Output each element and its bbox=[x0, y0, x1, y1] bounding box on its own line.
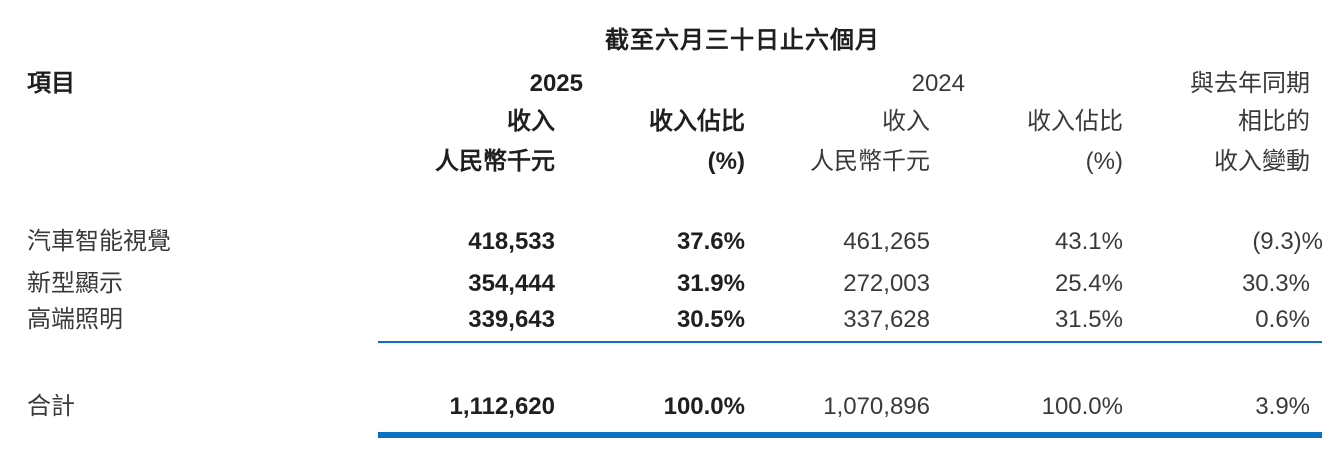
header-share-2025-line1: 收入佔比 bbox=[649, 108, 745, 135]
row-revenue-2024: 461,265 bbox=[843, 228, 930, 255]
row-item-label: 高端照明 bbox=[27, 306, 123, 333]
header-share-2025-line2: (%) bbox=[707, 148, 745, 175]
header-revenue-2025-line1: 收入 bbox=[507, 108, 555, 135]
total-share-2025: 100.0% bbox=[663, 393, 745, 420]
total-revenue-2024: 1,070,896 bbox=[823, 393, 930, 420]
row-revenue-2024: 272,003 bbox=[843, 270, 930, 297]
header-row-years: 項目 2025 2024 與去年同期 bbox=[27, 71, 1310, 97]
row-change: 0.6% bbox=[1255, 306, 1310, 333]
header-share-2024-line2: (%) bbox=[1085, 148, 1123, 175]
row-share-2025: 37.6% bbox=[676, 228, 745, 255]
header-revenue-2025-line2: 人民幣千元 bbox=[435, 148, 555, 175]
row-revenue-2025: 418,533 bbox=[468, 228, 555, 255]
row-revenue-2025: 354,444 bbox=[468, 270, 555, 297]
header-spacer-4 bbox=[27, 149, 378, 175]
row-share-2025: 30.5% bbox=[676, 306, 745, 333]
header-share-2024-line1: 收入佔比 bbox=[1027, 108, 1123, 135]
row-share-2024: 43.1% bbox=[1054, 228, 1123, 255]
header-year-2024: 2024 bbox=[911, 70, 965, 97]
header-change-line3: 收入變動 bbox=[1214, 148, 1310, 175]
total-revenue-2025: 1,112,620 bbox=[449, 393, 555, 420]
table-title: 截至六月三十日止六個月 bbox=[605, 27, 880, 54]
header-change-line2: 相比的 bbox=[1238, 108, 1310, 135]
header-item-label: 項目 bbox=[27, 70, 75, 97]
table-row: 高端照明 339,643 30.5% 337,628 31.5% 0.6% bbox=[27, 307, 1310, 333]
subtotal-divider-line bbox=[378, 341, 1322, 343]
total-row: 合計 1,112,620 100.0% 1,070,896 100.0% 3.9… bbox=[27, 394, 1310, 420]
header-spacer-3 bbox=[27, 109, 378, 135]
header-revenue-2024-line1: 收入 bbox=[882, 108, 930, 135]
header-spacer-1 bbox=[555, 71, 745, 97]
table-row: 新型顯示 354,444 31.9% 272,003 25.4% 30.3% bbox=[27, 271, 1310, 297]
row-item-label: 汽車智能視覺 bbox=[27, 228, 171, 255]
row-item-label: 新型顯示 bbox=[27, 270, 123, 297]
total-label: 合計 bbox=[27, 393, 75, 420]
total-change: 3.9% bbox=[1255, 393, 1310, 420]
header-revenue-2024-line2: 人民幣千元 bbox=[810, 148, 930, 175]
row-share-2024: 25.4% bbox=[1054, 270, 1123, 297]
row-share-2025: 31.9% bbox=[676, 270, 745, 297]
row-change: (9.3)% bbox=[1252, 228, 1323, 255]
row-share-2024: 31.5% bbox=[1054, 306, 1123, 333]
table-row: 汽車智能視覺 418,533 37.6% 461,265 43.1% (9.3)… bbox=[27, 228, 1323, 255]
row-change: 30.3% bbox=[1241, 270, 1310, 297]
header-row-units: 人民幣千元 (%) 人民幣千元 (%) 收入變動 bbox=[27, 149, 1310, 175]
row-revenue-2025: 339,643 bbox=[468, 306, 555, 333]
total-bottom-line bbox=[378, 432, 1322, 438]
total-share-2024: 100.0% bbox=[1041, 393, 1123, 420]
header-year-2025: 2025 bbox=[529, 70, 583, 97]
row-revenue-2024: 337,628 bbox=[843, 306, 930, 333]
header-change-line1: 與去年同期 bbox=[1190, 70, 1310, 97]
header-row-subtitles: 收入 收入佔比 收入 收入佔比 相比的 bbox=[27, 109, 1310, 135]
